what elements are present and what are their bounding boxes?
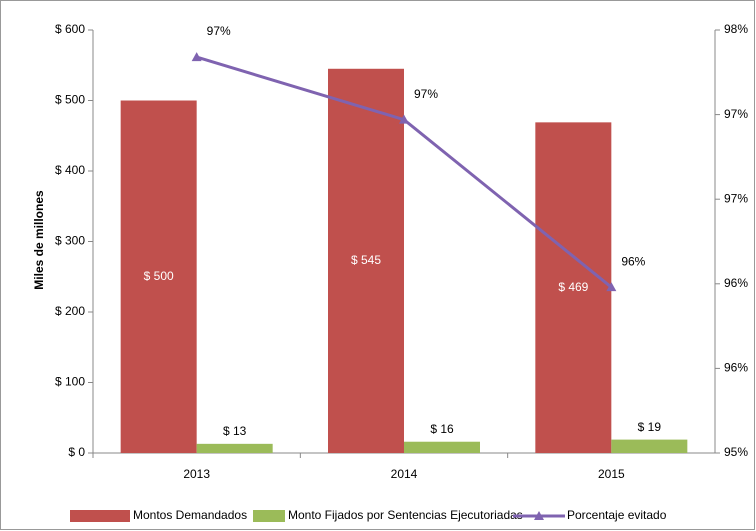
- data-label: 96%: [621, 254, 645, 268]
- y-tick-label: $ 400: [55, 163, 85, 177]
- data-label: 97%: [207, 24, 231, 38]
- y-tick-label: $ 300: [55, 234, 85, 248]
- data-label: $ 469: [558, 280, 588, 294]
- bar: [328, 68, 404, 454]
- y2-tick-label: 96%: [724, 276, 748, 290]
- bar: [404, 441, 480, 453]
- legend-label: Montos Demandados: [133, 508, 247, 522]
- y2-tick-label: 97%: [724, 191, 748, 205]
- x-tick-label: 2013: [183, 467, 210, 481]
- y2-tick-label: 98%: [724, 22, 748, 36]
- line-marker: [399, 114, 409, 124]
- legend-swatch: [70, 510, 130, 522]
- bar: [196, 443, 273, 453]
- data-label: $ 16: [430, 422, 454, 436]
- x-tick-label: 2015: [598, 467, 625, 481]
- y-tick-label: $ 600: [55, 22, 85, 36]
- data-label: $ 545: [351, 253, 381, 267]
- bar: [535, 122, 612, 453]
- data-label: $ 500: [144, 269, 174, 283]
- line-marker: [191, 52, 202, 62]
- bar: [120, 100, 197, 453]
- legend-label: Porcentaje evitado: [567, 508, 667, 522]
- y2-tick-label: 97%: [724, 107, 748, 121]
- data-label: $ 19: [638, 420, 662, 434]
- legend-swatch: [253, 510, 285, 522]
- y-tick-label: $ 500: [55, 93, 85, 107]
- y2-tick-label: 95%: [724, 445, 748, 459]
- y2-tick-label: 96%: [724, 361, 748, 375]
- data-label: $ 13: [223, 424, 247, 438]
- data-label: 97%: [414, 87, 438, 101]
- x-tick-label: 2014: [391, 467, 418, 481]
- legend-marker: [534, 511, 544, 520]
- bar: [611, 439, 688, 453]
- y-tick-label: $ 200: [55, 304, 85, 318]
- y-tick-label: $ 0: [68, 445, 85, 459]
- y-axis-label: Miles de millones: [32, 190, 46, 290]
- y-tick-label: $ 100: [55, 375, 85, 389]
- line-marker: [606, 282, 617, 292]
- legend-label: Monto Fijados por Sentencias Ejecutoriad…: [288, 508, 523, 522]
